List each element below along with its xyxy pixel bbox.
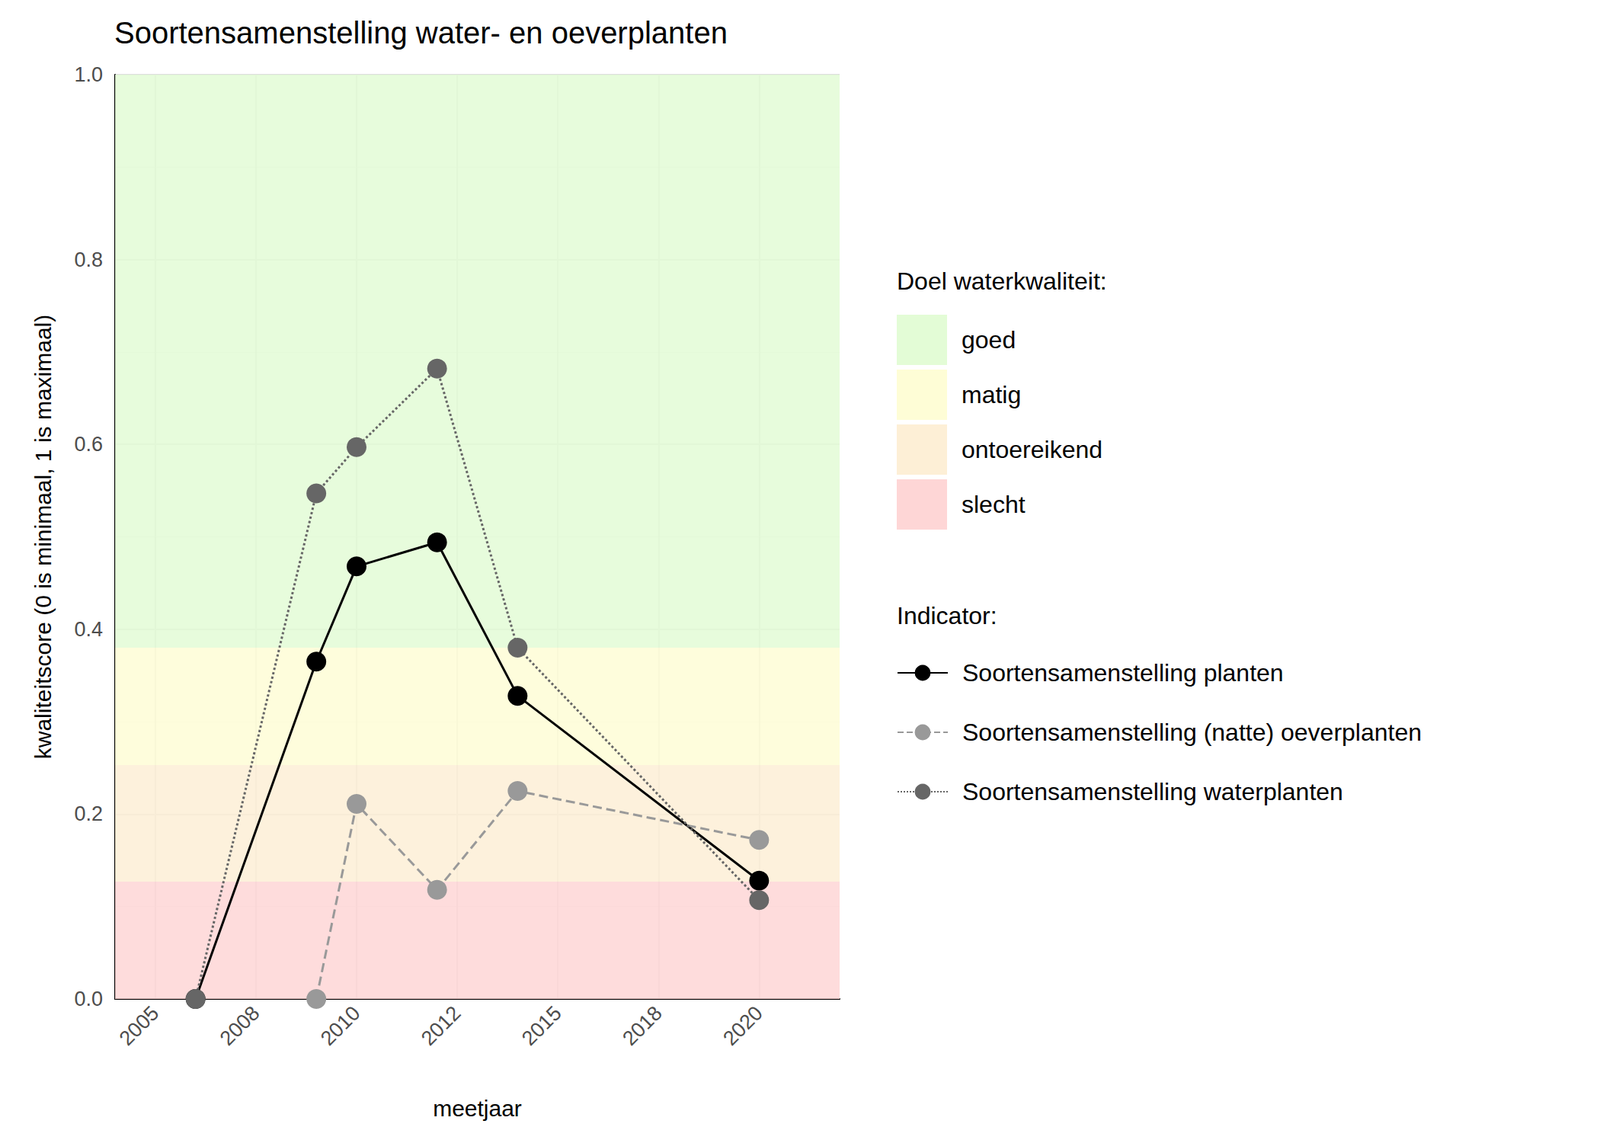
- svg-text:goed: goed: [961, 326, 1016, 354]
- svg-text:2012: 2012: [416, 1001, 466, 1050]
- svg-text:slecht: slecht: [961, 490, 1026, 519]
- svg-text:Soortensamenstelling water- en: Soortensamenstelling water- en oeverplan…: [114, 16, 728, 50]
- svg-text:meetjaar: meetjaar: [432, 1095, 522, 1121]
- svg-text:matig: matig: [961, 380, 1021, 409]
- svg-text:2015: 2015: [517, 1001, 567, 1050]
- svg-text:0.6: 0.6: [73, 432, 103, 456]
- svg-text:Soortensamenstelling (natte) o: Soortensamenstelling (natte) oeverplante…: [962, 718, 1422, 746]
- svg-text:0.4: 0.4: [73, 617, 103, 641]
- svg-text:ontoereikend: ontoereikend: [961, 435, 1103, 464]
- svg-text:Soortensamenstelling waterplan: Soortensamenstelling waterplanten: [962, 777, 1344, 806]
- svg-text:0.8: 0.8: [73, 248, 103, 272]
- svg-text:0.2: 0.2: [73, 802, 103, 826]
- svg-text:1.0: 1.0: [73, 63, 103, 87]
- svg-text:0.0: 0.0: [73, 987, 103, 1011]
- svg-text:2008: 2008: [215, 1001, 265, 1050]
- svg-text:kwaliteitscore (0 is minimaal,: kwaliteitscore (0 is minimaal, 1 is maxi…: [30, 314, 56, 759]
- svg-text:2005: 2005: [115, 1001, 164, 1050]
- svg-text:Doel waterkwaliteit:: Doel waterkwaliteit:: [896, 267, 1108, 295]
- svg-text:2018: 2018: [617, 1001, 667, 1050]
- svg-text:2020: 2020: [718, 1001, 768, 1050]
- svg-text:2010: 2010: [316, 1001, 365, 1050]
- svg-text:Indicator:: Indicator:: [896, 601, 998, 630]
- svg-text:Soortensamenstelling planten: Soortensamenstelling planten: [962, 659, 1284, 687]
